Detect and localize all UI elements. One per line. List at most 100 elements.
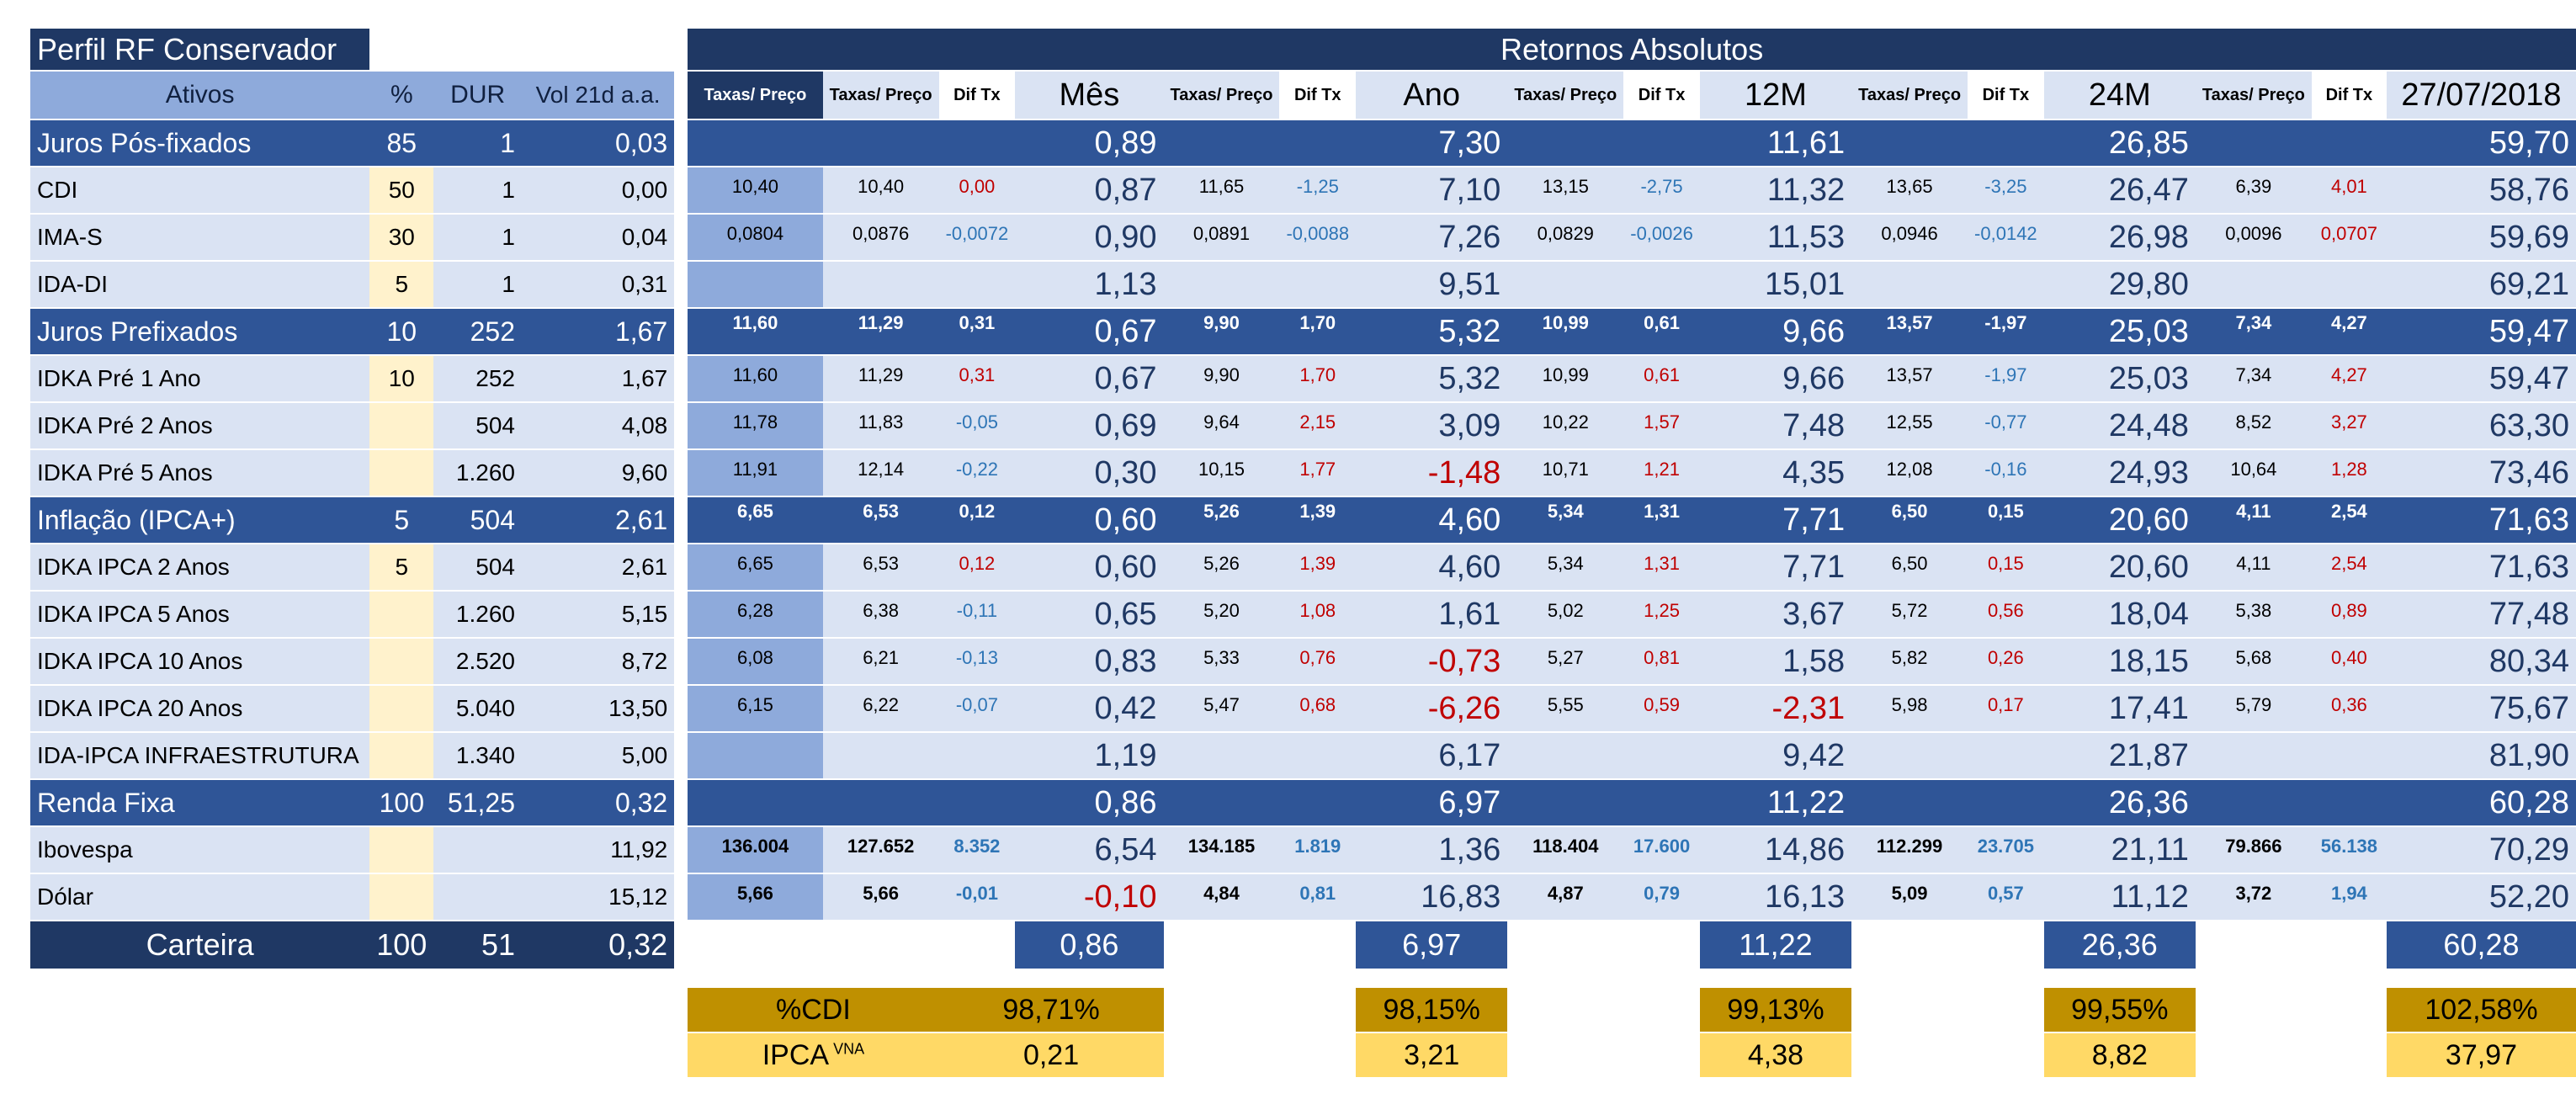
ipca-value: 3,21 <box>1356 1032 1508 1079</box>
row-dif-tx <box>1279 779 1357 827</box>
row-dif-tx: 0,57 <box>1968 873 2044 921</box>
vna-superscript: VNA <box>829 1040 865 1058</box>
row-return: 3,09 <box>1356 402 1508 450</box>
row-return: -1,48 <box>1356 449 1508 497</box>
row-gap <box>674 119 688 167</box>
row-dur: 504 <box>433 496 522 544</box>
row-pct: 5 <box>369 496 434 544</box>
row-name: Juros Pós-fixados <box>30 119 370 167</box>
row-taxa-base: 6,15 <box>688 685 823 733</box>
row-dif-tx: 0,31 <box>938 308 1016 356</box>
row-taxa-base: 11,60 <box>688 355 823 403</box>
row-dif-tx: 3,27 <box>2311 402 2387 450</box>
row-taxa: 5,72 <box>1851 591 1968 639</box>
row-pct <box>369 826 434 874</box>
row-return: 11,32 <box>1699 167 1852 215</box>
row-taxa: 9,90 <box>1163 355 1280 403</box>
row-taxa: 6,50 <box>1851 544 1968 592</box>
row-return: 59,70 <box>2386 119 2576 167</box>
row-pct: 10 <box>369 308 434 356</box>
row-name: Ibovespa <box>30 826 370 874</box>
blank-cell <box>1279 921 1357 970</box>
row-dif-tx: -0,05 <box>938 402 1016 450</box>
table-row: IDKA Pré 2 Anos 504 4,08 11,78 11,83 -0,05 0,6… <box>30 402 2576 450</box>
row-taxa-base <box>688 261 823 309</box>
row-taxa: 6,22 <box>822 685 939 733</box>
row-taxa: 127.652 <box>822 826 939 874</box>
row-taxa <box>1163 261 1280 309</box>
row-gap <box>674 261 688 309</box>
row-taxa-base <box>688 779 823 827</box>
row-return: 0,60 <box>1015 544 1164 592</box>
row-taxa-base <box>688 119 823 167</box>
row-taxa: 5,98 <box>1851 685 1968 733</box>
row-taxa: 11,83 <box>822 402 939 450</box>
row-pct: 50 <box>369 167 434 215</box>
row-name: IDKA IPCA 2 Anos <box>30 544 370 592</box>
row-gap <box>674 449 688 497</box>
row-taxa: 5,79 <box>2195 685 2312 733</box>
row-return: 17,41 <box>2043 685 2196 733</box>
row-dif-tx <box>1279 732 1357 780</box>
row-return: 75,67 <box>2386 685 2576 733</box>
row-dif-tx: 0,17 <box>1968 685 2044 733</box>
row-return: 1,36 <box>1356 826 1508 874</box>
row-dif-tx: 4,01 <box>2311 167 2387 215</box>
row-vol: 13,50 <box>521 685 675 733</box>
row-return: 60,28 <box>2386 779 2576 827</box>
row-return: 52,20 <box>2386 873 2576 921</box>
row-name: IDKA Pré 1 Ano <box>30 355 370 403</box>
row-gap <box>674 167 688 215</box>
row-taxa <box>822 732 939 780</box>
blank-cell <box>938 921 1016 970</box>
row-dif-tx: 0,79 <box>1623 873 1700 921</box>
row-gap <box>674 732 688 780</box>
row-return: 25,03 <box>2043 355 2196 403</box>
row-taxa-base: 136.004 <box>688 826 823 874</box>
row-dif-tx: 0,0707 <box>2311 214 2387 262</box>
row-dif-tx: -2,75 <box>1623 167 1700 215</box>
row-taxa: 10,15 <box>1163 449 1280 497</box>
ipca-label-text: IPCA <box>762 1038 830 1071</box>
row-taxa-base: 6,08 <box>688 638 823 686</box>
row-taxa: 0,0876 <box>822 214 939 262</box>
row-return: 0,69 <box>1015 402 1164 450</box>
row-taxa: 6,21 <box>822 638 939 686</box>
row-return: 7,26 <box>1356 214 1508 262</box>
row-return: 59,69 <box>2386 214 2576 262</box>
row-return: -6,26 <box>1356 685 1508 733</box>
row-taxa: 13,57 <box>1851 308 1968 356</box>
row-return: 26,36 <box>2043 779 2196 827</box>
row-pct <box>369 402 434 450</box>
row-dif-tx: 1,08 <box>1279 591 1357 639</box>
ipca-value: 37,97 <box>2386 1032 2576 1079</box>
carteira-value: 26,36 <box>2043 921 2196 970</box>
blank-cell <box>1968 921 2044 970</box>
row-taxa: 11,65 <box>1163 167 1280 215</box>
row-return: 77,48 <box>2386 591 2576 639</box>
row-vol: 4,08 <box>521 402 675 450</box>
ipca-value: 0,21 <box>938 1032 1164 1079</box>
row-gap <box>674 779 688 827</box>
row-dur: 1 <box>433 119 522 167</box>
row-taxa: 4,11 <box>2195 496 2312 544</box>
col-taxas-preco: Taxas/ Preço <box>1163 71 1280 120</box>
row-vol: 11,92 <box>521 826 675 874</box>
row-gap <box>674 873 688 921</box>
row-taxa <box>822 779 939 827</box>
row-taxa: 5,02 <box>1507 591 1624 639</box>
row-taxa: 13,65 <box>1851 167 1968 215</box>
col-period: 27/07/2018 <box>2386 71 2576 120</box>
blank-cell <box>1163 988 1357 1033</box>
blank-cell <box>30 988 688 1033</box>
row-return: 73,46 <box>2386 449 2576 497</box>
row-return: 20,60 <box>2043 544 2196 592</box>
row-return: 7,71 <box>1699 544 1852 592</box>
row-dur: 1.260 <box>433 591 522 639</box>
row-taxa: 7,34 <box>2195 308 2312 356</box>
table-row: IDA-DI 5 1 0,31 1,13 9,51 15,01 29,80 69,21 <box>30 261 2576 309</box>
row-dif-tx <box>1279 119 1357 167</box>
section-row: Renda Fixa 100 51,25 0,32 0,86 6,97 11,22 26,36… <box>30 779 2576 827</box>
cdi-label: %CDI <box>688 988 939 1033</box>
row-dif-tx: -0,07 <box>938 685 1016 733</box>
